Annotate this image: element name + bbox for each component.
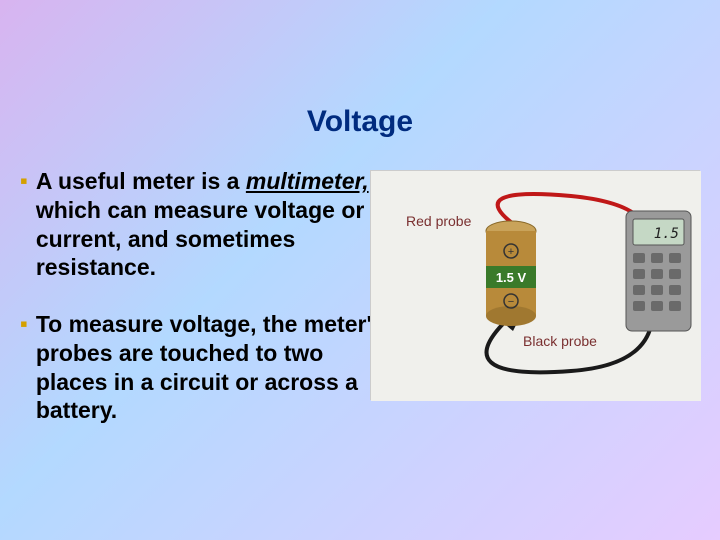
bullet-marker-icon: ▪ [20, 167, 28, 282]
battery-label: 1.5 V [496, 270, 527, 285]
slide: Voltage ▪ A useful meter is a multimeter… [0, 0, 720, 540]
slide-title: Voltage [20, 105, 700, 139]
multimeter-figure: 1.5 V + − 1.5 [370, 170, 700, 400]
bullet-text: To measure voltage, the meter's probes a… [36, 310, 385, 425]
bullet-suffix: which can measure voltage or current, an… [36, 197, 365, 281]
battery-bottom [486, 306, 536, 326]
text-column: ▪ A useful meter is a multimeter, which … [20, 167, 385, 453]
bullet-prefix: A useful meter is a [36, 168, 246, 194]
bullet-marker-icon: ▪ [20, 310, 28, 425]
figure-svg: 1.5 V + − 1.5 [371, 171, 701, 401]
minus-icon: − [508, 296, 514, 308]
bullet-emphasis: multimeter, [246, 168, 369, 194]
black-probe-label: Black probe [523, 333, 597, 349]
meter-reading: 1.5 [654, 226, 679, 242]
plus-icon: + [508, 246, 514, 258]
bullet-item: ▪ To measure voltage, the meter's probes… [20, 310, 385, 425]
bullet-item: ▪ A useful meter is a multimeter, which … [20, 167, 385, 282]
red-probe-label: Red probe [406, 213, 472, 229]
bullet-text: A useful meter is a multimeter, which ca… [36, 167, 385, 282]
